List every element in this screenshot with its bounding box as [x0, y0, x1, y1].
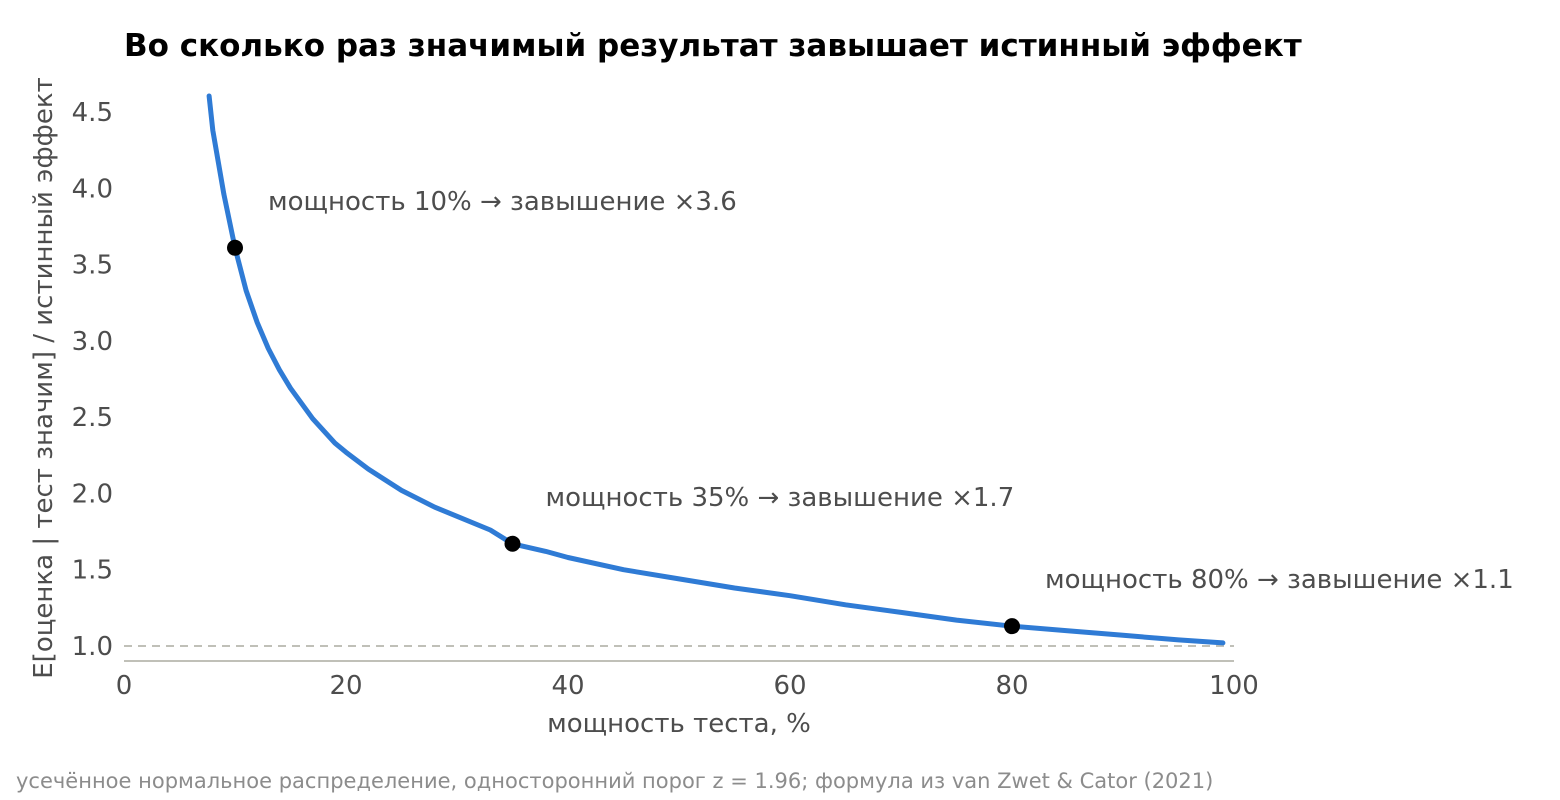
- x-tick-label: 20: [329, 671, 362, 701]
- series-line: [206, 93, 1226, 646]
- x-tick-labels: 0 20 40 60 80 100: [116, 671, 1259, 701]
- x-tick-label: 0: [116, 671, 133, 701]
- x-tick-label: 40: [551, 671, 584, 701]
- annotation-label: мощность 35% → завышение ×1.7: [546, 483, 1015, 513]
- highlight-point: [1004, 618, 1020, 635]
- highlight-point: [504, 535, 521, 552]
- y-tick-label: 4.0: [72, 174, 113, 204]
- y-tick-labels: 1.0 1.5 2.0 2.5 3.0 3.5 4.0 4.5: [72, 98, 113, 662]
- y-tick-label: 2.5: [72, 403, 113, 433]
- annotation-label: мощность 10% → завышение ×3.6: [268, 187, 737, 217]
- chart-title: Во сколько раз значимый результат завыша…: [124, 28, 1302, 64]
- highlight-points: [227, 239, 1020, 635]
- y-tick-label: 1.5: [72, 556, 113, 586]
- y-tick-label: 1.0: [72, 632, 113, 662]
- y-tick-label: 4.5: [72, 98, 113, 128]
- footnote: усечённое нормальное распределение, одно…: [16, 769, 1213, 793]
- y-tick-label: 3.0: [72, 327, 113, 357]
- x-tick-label: 100: [1209, 671, 1259, 701]
- y-tick-label: 2.0: [72, 479, 113, 509]
- highlight-point: [227, 239, 243, 256]
- x-tick-label: 80: [995, 671, 1028, 701]
- annotation-label: мощность 80% → завышение ×1.1: [1045, 565, 1514, 595]
- y-axis-label: E[оценка | тест значим] / истинный эффек…: [29, 77, 59, 679]
- annotation-labels: мощность 10% → завышение ×3.6 мощность 35…: [268, 187, 1514, 595]
- x-axis-label: мощность теста, %: [547, 709, 811, 739]
- x-tick-label: 60: [773, 671, 806, 701]
- y-tick-label: 3.5: [72, 251, 113, 281]
